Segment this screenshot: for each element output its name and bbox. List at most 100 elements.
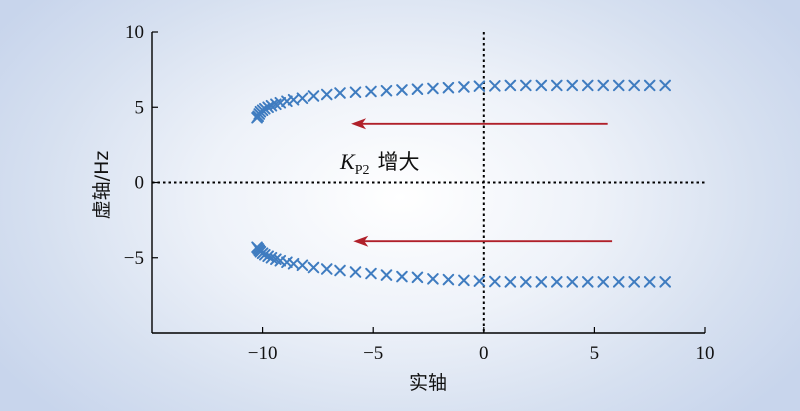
annotation-arrows [351,118,613,247]
point-marker [442,273,455,286]
direction-arrow [353,235,613,247]
data-point [349,86,362,98]
point-marker [320,88,333,101]
point-marker [265,251,278,264]
data-point [597,79,610,92]
point-marker [380,269,393,281]
point-marker [287,93,300,106]
data-point [442,273,455,286]
data-point [489,275,501,288]
y-tick-label: 0 [135,173,145,194]
point-marker [281,95,293,108]
point-marker [612,276,625,288]
data-point [287,257,300,270]
reference-lines [152,32,705,333]
data-point [320,263,333,275]
annotation-subscript: P2 [355,163,370,178]
point-marker [504,276,517,288]
y-tick-label: −5 [124,248,144,269]
data-point [597,276,610,288]
point-marker [262,101,274,114]
data-point [265,99,278,112]
point-marker [458,274,470,287]
data-point [427,82,439,95]
point-marker [489,275,501,288]
point-marker [597,276,610,288]
data-point [566,276,579,288]
data-point [535,79,548,92]
kp2-annotation: KP2 增大 [339,149,419,178]
x-tick-label: 10 [696,343,715,364]
point-marker [535,79,548,92]
tick-labels: −10 −5 0 5 10 −5 0 5 10 [124,22,715,364]
data-point [458,274,470,287]
point-marker [287,257,300,270]
point-marker [365,267,377,280]
point-marker [349,266,362,278]
point-marker [251,241,263,254]
data-point [281,256,293,269]
data-point [411,83,424,95]
data-point [320,88,333,101]
data-point [262,101,274,114]
point-marker [504,79,517,92]
point-marker [265,99,278,112]
arrow-head [353,235,369,247]
point-marker [550,276,563,288]
point-marker [442,81,455,94]
data-point [334,264,346,277]
data-point [251,111,263,124]
point-marker [458,81,470,93]
data-point [612,79,625,92]
point-marker [581,79,594,92]
point-marker [427,82,439,95]
data-point [365,85,377,98]
data-point [504,276,517,288]
data-point [396,84,408,96]
point-marker [334,264,346,277]
point-marker [520,79,532,92]
data-point [659,79,671,92]
data-point [411,271,424,284]
point-marker [628,79,641,92]
data-point [473,80,486,92]
point-marker [262,250,274,263]
data-point [307,261,320,274]
annotation-text: 增大 [377,150,419,174]
data-point [380,269,393,281]
point-marker [643,79,656,92]
x-tick-label: −10 [248,343,278,364]
data-point [307,90,320,102]
point-marker [427,273,439,285]
data-point [458,81,470,93]
data-point [251,241,263,254]
point-marker [349,86,362,98]
x-tick-label: 5 [590,343,600,364]
data-point [520,276,532,288]
data-point [612,276,625,288]
data-point [365,267,377,280]
point-marker [334,87,346,99]
data-point [581,79,594,92]
direction-arrow [351,118,608,130]
data-point [287,93,300,106]
data-point [581,276,594,288]
data-point [442,81,455,94]
x-tick-label: 0 [479,343,489,364]
data-point [281,95,293,108]
data-point [504,79,517,92]
data-point [396,270,408,283]
series-markers [251,79,671,288]
x-tick-label: −5 [363,343,383,364]
point-marker [520,276,532,288]
point-marker [628,276,641,288]
y-axis-label: 虚轴/Hz [91,151,113,220]
point-marker [411,271,424,284]
data-point [643,276,656,288]
data-point [427,273,439,285]
point-marker [643,276,656,288]
point-marker [597,79,610,92]
y-tick-label: 5 [135,97,145,118]
point-marker [473,275,486,287]
